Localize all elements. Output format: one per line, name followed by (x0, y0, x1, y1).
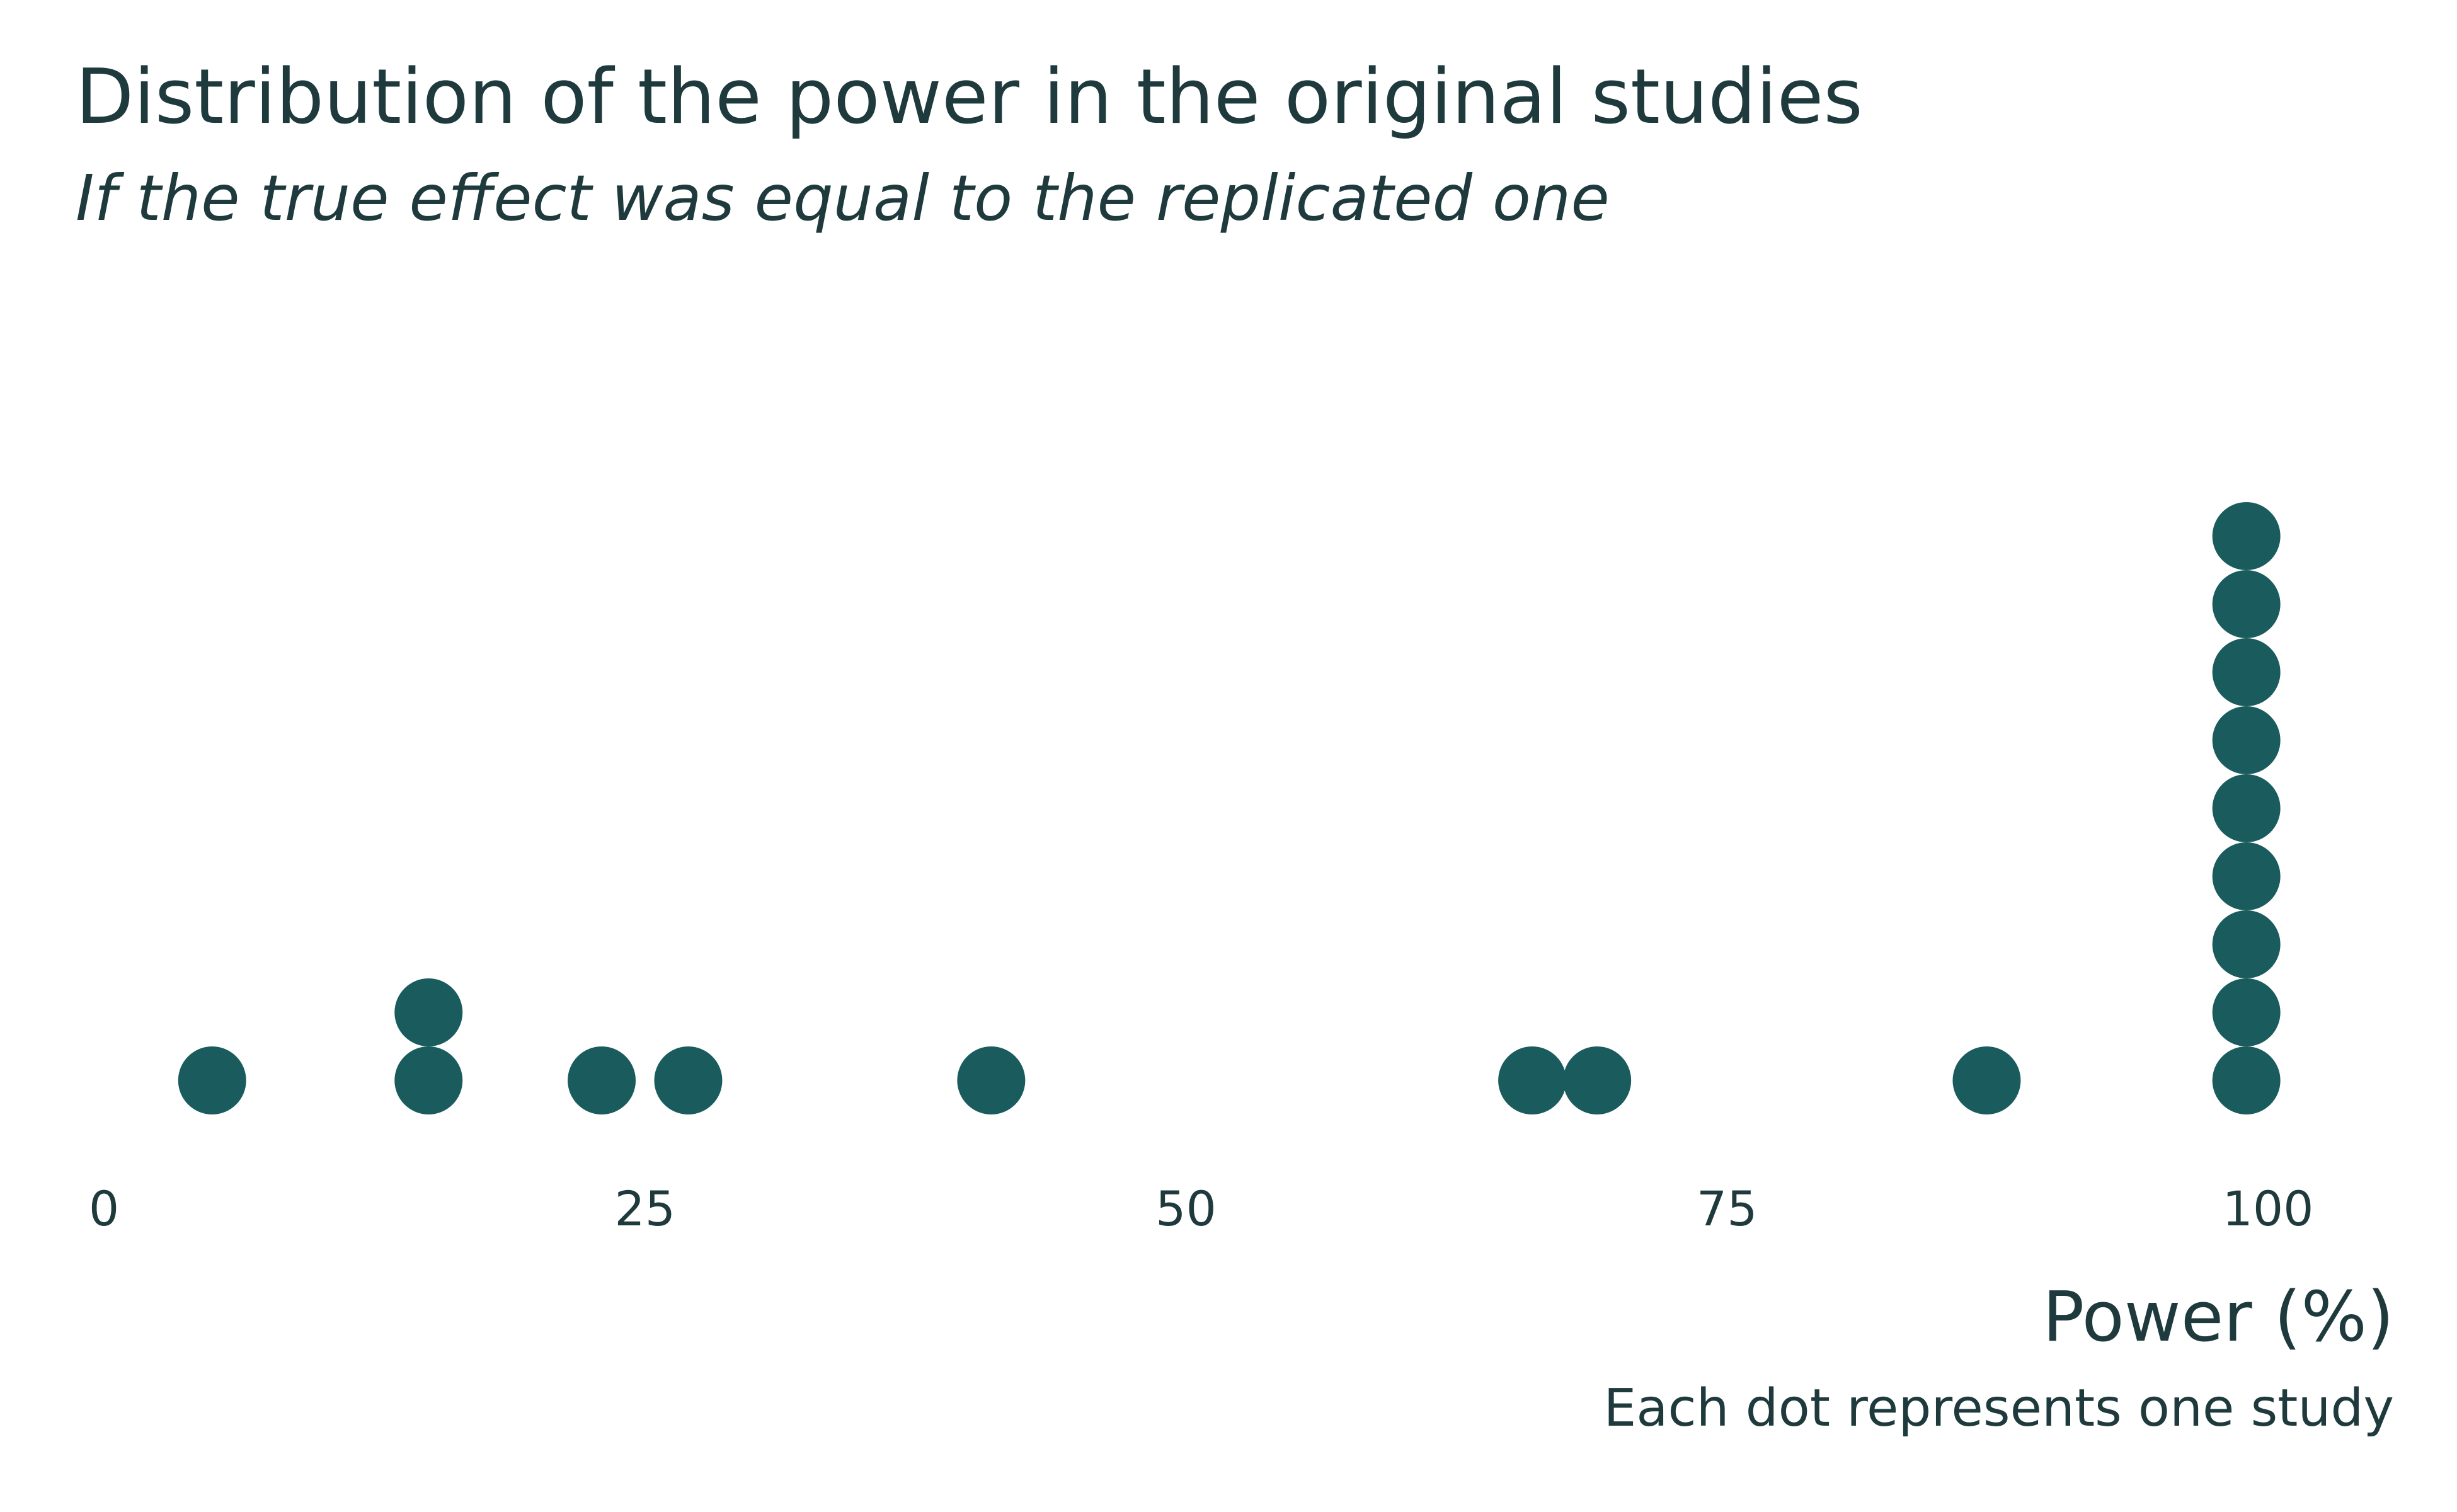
study-dot (2212, 706, 2281, 774)
study-dot (1952, 1046, 2021, 1114)
study-dot (394, 1046, 463, 1114)
study-dot (654, 1046, 723, 1114)
study-dot (1563, 1046, 1632, 1114)
study-dot (2212, 978, 2281, 1046)
study-dot (2212, 774, 2281, 842)
x-tick-label: 0 (89, 1181, 119, 1237)
study-dot (1498, 1046, 1567, 1114)
x-tick-label: 25 (614, 1181, 675, 1237)
chart-title: Distribution of the power in the origina… (76, 54, 1863, 141)
study-dot (957, 1046, 1026, 1114)
study-dot (2212, 1046, 2281, 1114)
study-dot (2212, 638, 2281, 706)
study-dot (568, 1046, 636, 1114)
chart-subtitle: If the true effect was equal to the repl… (76, 161, 1610, 235)
x-axis-label: Power (%) (2042, 1276, 2394, 1357)
x-tick-labels: 0 25 50 75 100 (89, 1181, 2314, 1237)
chart-caption: Each dot represents one study (1603, 1378, 2394, 1438)
x-tick-label: 50 (1155, 1181, 1217, 1237)
study-dot (2212, 570, 2281, 638)
dots-layer (178, 502, 2281, 1114)
study-dot (178, 1046, 246, 1114)
study-dot (394, 978, 463, 1046)
x-tick-label: 75 (1697, 1181, 1758, 1237)
study-dot (2212, 910, 2281, 978)
x-tick-label: 100 (2222, 1181, 2313, 1237)
study-dot (2212, 842, 2281, 910)
study-dot (2212, 502, 2281, 570)
